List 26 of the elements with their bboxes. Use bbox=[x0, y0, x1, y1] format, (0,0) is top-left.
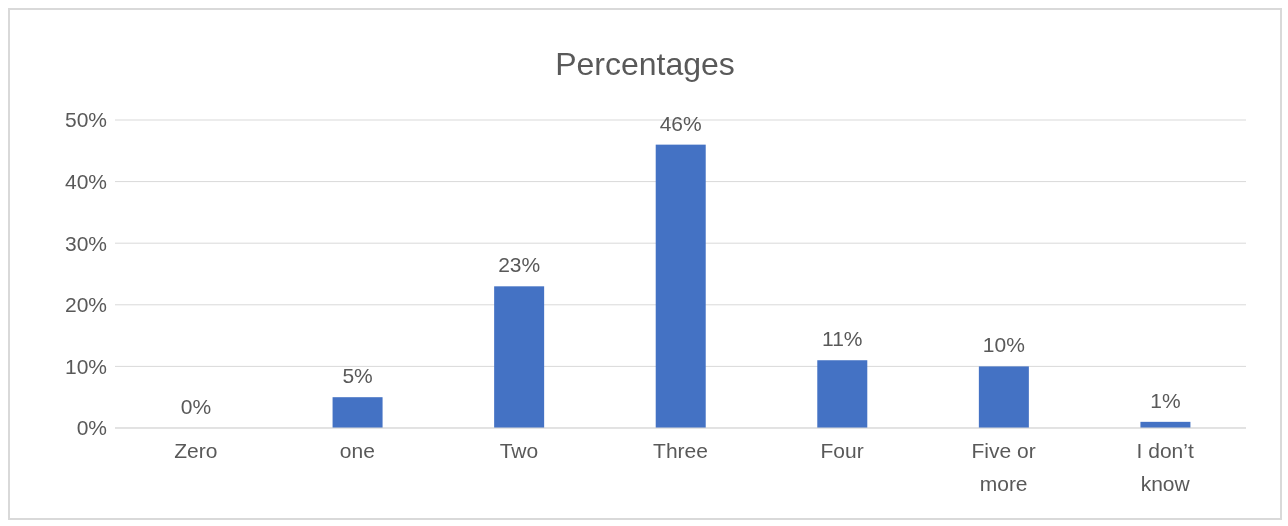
y-tick-label: 10% bbox=[64, 354, 107, 378]
bar bbox=[494, 286, 545, 428]
bar bbox=[655, 144, 706, 428]
y-tick-label: 30% bbox=[64, 231, 107, 255]
x-tick-label: one bbox=[339, 439, 375, 462]
bar bbox=[332, 397, 383, 428]
y-tick-label: 40% bbox=[64, 170, 107, 194]
chart-title: Percentages bbox=[554, 46, 736, 83]
data-label: 1% bbox=[1150, 388, 1181, 412]
x-tick-label: Four bbox=[820, 439, 864, 462]
x-tick-label: Two bbox=[499, 439, 539, 462]
data-label: 46% bbox=[659, 111, 702, 135]
y-tick-label: 0% bbox=[76, 416, 107, 440]
bar bbox=[817, 360, 868, 428]
y-tick-label: 20% bbox=[64, 293, 107, 317]
y-tick-label: 50% bbox=[64, 108, 107, 132]
x-tick-label: Five or more bbox=[971, 439, 1036, 495]
data-label: 11% bbox=[822, 327, 863, 351]
data-label: 5% bbox=[342, 364, 373, 388]
data-label: 0% bbox=[180, 395, 212, 418]
x-tick-label: Zero bbox=[174, 439, 218, 462]
bar bbox=[978, 366, 1029, 428]
x-tick-label: Three bbox=[653, 439, 708, 462]
x-tick-label: I don’t know bbox=[1136, 439, 1194, 495]
data-label: 23% bbox=[498, 253, 541, 277]
data-label: 10% bbox=[982, 333, 1025, 357]
